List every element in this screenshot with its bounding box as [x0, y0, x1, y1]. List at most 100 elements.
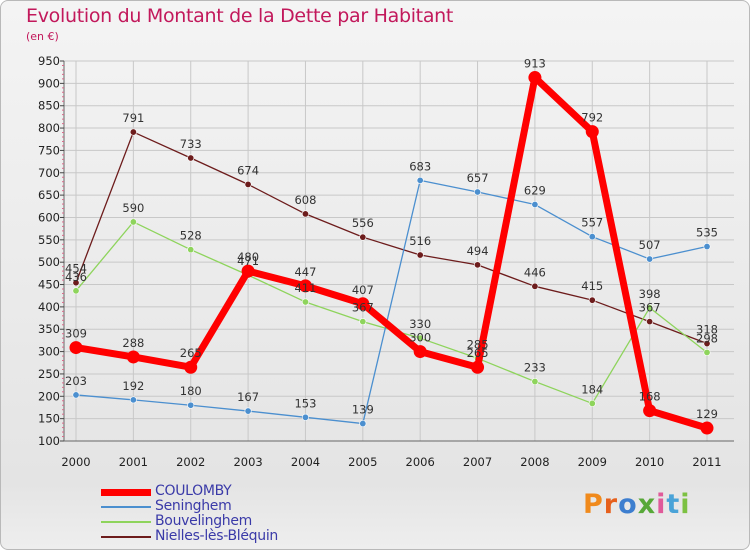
- data-label-coulomby: 288: [122, 336, 144, 350]
- legend-swatch-bouvelinghem: [101, 521, 151, 523]
- y-tick-label: 950: [38, 54, 60, 68]
- series-coulomby: [69, 71, 714, 435]
- logo-letter: o: [618, 489, 638, 520]
- y-tick-label: 300: [38, 345, 60, 359]
- data-point-coulomby: [700, 421, 714, 435]
- data-point-nielles-les-blequin: [72, 279, 80, 287]
- legend-label-coulomby: COULOMBY: [155, 483, 232, 499]
- y-tick-label: 550: [38, 233, 60, 247]
- legend: COULOMBY Seninghem Bouvelinghem Nielles-…: [101, 483, 361, 545]
- legend-label-bouvelinghem: Bouvelinghem: [155, 513, 253, 529]
- data-point-nielles-les-blequin: [474, 261, 482, 269]
- data-label-nielles-les-blequin: 608: [294, 193, 316, 207]
- proxiti-logo: Proxiti: [583, 489, 691, 520]
- logo-letter: P: [583, 489, 604, 520]
- data-point-seninghem: [72, 391, 80, 399]
- data-label-nielles-les-blequin: 454: [65, 262, 87, 276]
- logo-letter: r: [603, 489, 619, 520]
- data-point-coulomby: [298, 279, 312, 293]
- data-labels: 454 791 733 674 608 556 516 494 446 415 367 318 436 5…: [65, 57, 718, 421]
- series-layer: [69, 71, 714, 435]
- data-label-bouvelinghem: 298: [696, 331, 718, 345]
- data-point-bouvelinghem: [129, 218, 137, 226]
- series-line-coulomby: [72, 74, 711, 432]
- data-point-coulomby: [528, 71, 542, 85]
- data-label-coulomby: 168: [639, 390, 661, 404]
- x-axis-ticks: 2000 2001 2002 2003 2004 2005 2006 2007 2008 2009…: [61, 455, 721, 469]
- y-tick-label: 350: [38, 322, 60, 336]
- y-tick-label: 650: [38, 188, 60, 202]
- data-point-coulomby: [241, 264, 255, 278]
- data-label-seninghem: 657: [467, 171, 489, 185]
- data-point-coulomby: [184, 360, 198, 374]
- data-point-seninghem: [301, 413, 309, 421]
- data-point-nielles-les-blequin: [129, 128, 137, 136]
- data-label-seninghem: 535: [696, 226, 718, 240]
- logo-letter: t: [666, 489, 681, 520]
- logo-letter: i: [680, 489, 691, 520]
- y-tick-label: 750: [38, 143, 60, 157]
- data-point-nielles-les-blequin: [416, 251, 424, 259]
- legend-item-seninghem: Seninghem: [101, 498, 361, 515]
- data-label-nielles-les-blequin: 791: [122, 111, 144, 125]
- data-point-nielles-les-blequin: [588, 296, 596, 304]
- legend-swatch-seninghem: [101, 506, 151, 508]
- chart-title: Evolution du Montant de la Dette par Hab…: [26, 5, 454, 27]
- y-tick-label: 800: [38, 121, 60, 135]
- y-tick-label: 400: [38, 300, 60, 314]
- data-point-seninghem: [416, 176, 424, 184]
- y-axis-ticks: 100 150 200 250 300 350 400 450 500 550 600 650 700 7…: [38, 54, 60, 448]
- data-point-seninghem: [244, 407, 252, 415]
- y-tick-label: 900: [38, 76, 60, 90]
- data-label-nielles-les-blequin: 674: [237, 163, 259, 177]
- data-label-coulomby: 129: [696, 407, 718, 421]
- grid-lines: [60, 60, 734, 442]
- data-label-seninghem: 683: [409, 159, 431, 173]
- legend-label-nielles: Nielles-lès-Bléquin: [155, 528, 278, 544]
- chart-unit: (en €): [26, 30, 59, 43]
- data-point-nielles-les-blequin: [187, 154, 195, 162]
- legend-item-coulomby: COULOMBY: [101, 483, 361, 500]
- data-label-bouvelinghem: 590: [122, 201, 144, 215]
- data-label-seninghem: 180: [180, 384, 202, 398]
- data-point-seninghem: [646, 255, 654, 263]
- data-point-seninghem: [129, 396, 137, 404]
- data-label-bouvelinghem: 436: [65, 270, 87, 284]
- data-label-bouvelinghem: 471: [237, 254, 259, 268]
- data-label-seninghem: 139: [352, 403, 374, 417]
- x-tick-label: 2009: [578, 455, 607, 469]
- data-label-coulomby: 913: [524, 57, 546, 71]
- data-point-bouvelinghem: [588, 399, 596, 407]
- y-tick-label: 150: [38, 412, 60, 426]
- data-label-coulomby: 480: [237, 250, 259, 264]
- data-point-coulomby: [471, 360, 485, 374]
- data-point-coulomby: [69, 341, 83, 355]
- data-point-nielles-les-blequin: [359, 233, 367, 241]
- data-label-bouvelinghem: 330: [409, 317, 431, 331]
- data-point-nielles-les-blequin: [703, 340, 711, 348]
- y-tick-label: 600: [38, 210, 60, 224]
- y-tick-label: 200: [38, 389, 60, 403]
- data-label-bouvelinghem: 398: [639, 287, 661, 301]
- y-tick-label: 700: [38, 166, 60, 180]
- data-label-coulomby: 407: [352, 283, 374, 297]
- data-point-coulomby: [585, 125, 599, 139]
- logo-letter: i: [656, 489, 667, 520]
- data-label-bouvelinghem: 367: [352, 301, 374, 315]
- data-point-coulomby: [126, 350, 140, 364]
- data-label-nielles-les-blequin: 733: [180, 137, 202, 151]
- data-label-coulomby: 447: [294, 265, 316, 279]
- data-point-bouvelinghem: [301, 298, 309, 306]
- data-label-seninghem: 557: [581, 216, 603, 230]
- data-label-coulomby: 300: [409, 331, 431, 345]
- y-tick-label: 250: [38, 367, 60, 381]
- legend-item-nielles: Nielles-lès-Bléquin: [101, 528, 361, 545]
- data-point-bouvelinghem: [531, 378, 539, 386]
- data-point-coulomby: [356, 297, 370, 311]
- data-point-coulomby: [413, 345, 427, 359]
- data-point-seninghem: [359, 420, 367, 428]
- x-tick-label: 2006: [406, 455, 435, 469]
- data-point-seninghem: [474, 188, 482, 196]
